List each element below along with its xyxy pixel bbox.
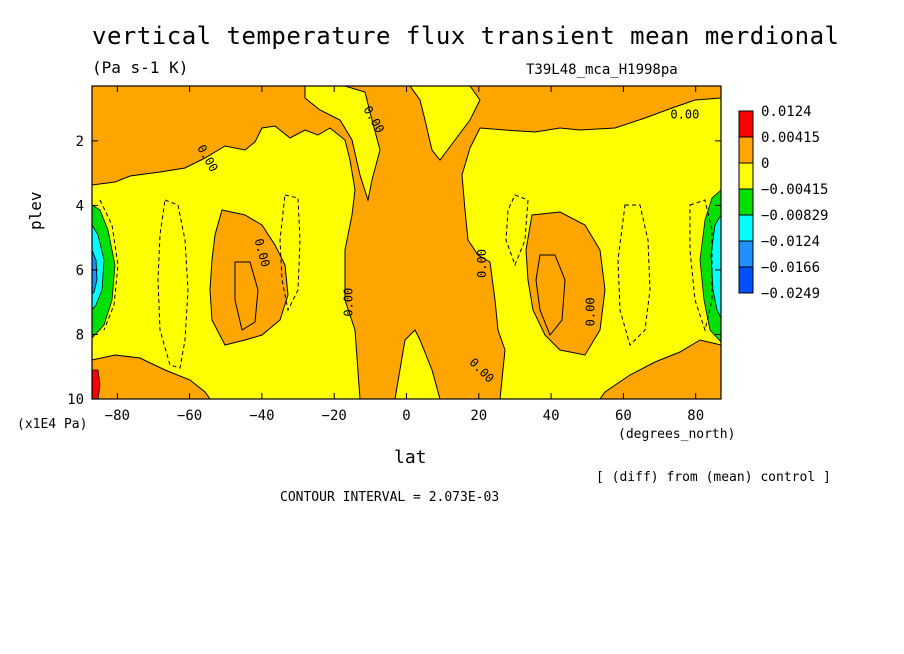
field-positive-top	[92, 86, 721, 399]
y-axis-units: (x1E4 Pa)	[17, 417, 88, 432]
x-tick-label: −20	[322, 408, 347, 424]
x-tick-label: −60	[177, 408, 202, 424]
legend-level-label: 0	[761, 156, 769, 172]
y-tick-label: 6	[76, 263, 84, 279]
legend-level-label: 0.00415	[761, 130, 820, 146]
x-tick-label: 40	[543, 408, 560, 424]
diff-note: [ (diff) from (mean) control ]	[596, 470, 831, 485]
field-negative-left-deep	[92, 249, 98, 295]
inner-contour-left	[234, 261, 259, 331]
inner-contours	[234, 254, 566, 336]
y-tick-label: 10	[67, 392, 84, 408]
field-positive-left-cell	[209, 209, 289, 346]
x-tick-label: 80	[687, 408, 704, 424]
field-positive-top-notch-2	[409, 86, 481, 161]
field-positive-top-notch	[304, 86, 381, 202]
x-tick-label: −80	[105, 408, 130, 424]
units-label: (Pa s-1 K)	[92, 58, 189, 77]
legend-swatch	[738, 214, 754, 242]
legend-level-label: −0.00415	[761, 182, 828, 198]
contour-interval: CONTOUR INTERVAL = 2.073E-03	[280, 490, 500, 505]
dashed-contour-4	[617, 204, 651, 346]
legend-level-label: −0.0124	[761, 234, 820, 250]
x-axis-units: (degrees_north)	[618, 427, 736, 442]
axis-ticks: −80 −60 −40 −20 0 20 40 60 80 2 4 6 8 10	[67, 86, 721, 424]
dashed-contour-3	[505, 194, 529, 267]
y-tick-label: 2	[76, 134, 84, 150]
legend-swatch	[738, 240, 754, 268]
dashed-contour-2	[279, 194, 301, 312]
legend-level-label: −0.0249	[761, 286, 820, 302]
field-negative-right-core	[710, 214, 721, 319]
contour-label: 0.00	[670, 107, 699, 121]
field-positive-bottom-right	[599, 339, 721, 399]
legend-swatch	[738, 188, 754, 216]
x-tick-label: 60	[615, 408, 632, 424]
contour-label: 0.00	[475, 249, 489, 278]
chart-title: vertical temperature flux transient mean…	[92, 22, 840, 50]
legend-level-label: −0.0166	[761, 260, 820, 276]
dashed-contours	[99, 194, 713, 369]
field-positive-red-corner	[92, 369, 101, 399]
x-tick-label: −40	[249, 408, 274, 424]
legend-swatch	[738, 136, 754, 164]
legend-swatch	[738, 162, 754, 190]
legend-swatch	[738, 110, 754, 138]
inner-contour-right	[535, 254, 566, 336]
y-tick-label: 8	[76, 327, 84, 343]
field-positive-right-cell	[525, 211, 606, 356]
dashed-contour-5	[689, 199, 713, 332]
field-positive-bottom-left	[92, 354, 211, 399]
color-legend: 0.0124 0.00415 0 −0.00415 −0.00829 −0.0124 −0.…	[738, 104, 828, 302]
legend-level-label: 0.0124	[761, 104, 812, 120]
legend-swatch	[738, 266, 754, 294]
contour-fields	[92, 86, 721, 399]
dashed-contour-1	[157, 199, 189, 369]
contour-label: 0.00	[341, 288, 355, 317]
x-axis-label: lat	[394, 447, 427, 468]
contour-label: 0.00	[583, 297, 597, 326]
y-tick-label: 4	[76, 198, 84, 214]
run-label: T39L48_mca_H1998pa	[526, 62, 678, 78]
x-tick-label: 0	[402, 408, 410, 424]
x-tick-label: 20	[470, 408, 487, 424]
legend-level-label: −0.00829	[761, 208, 828, 224]
